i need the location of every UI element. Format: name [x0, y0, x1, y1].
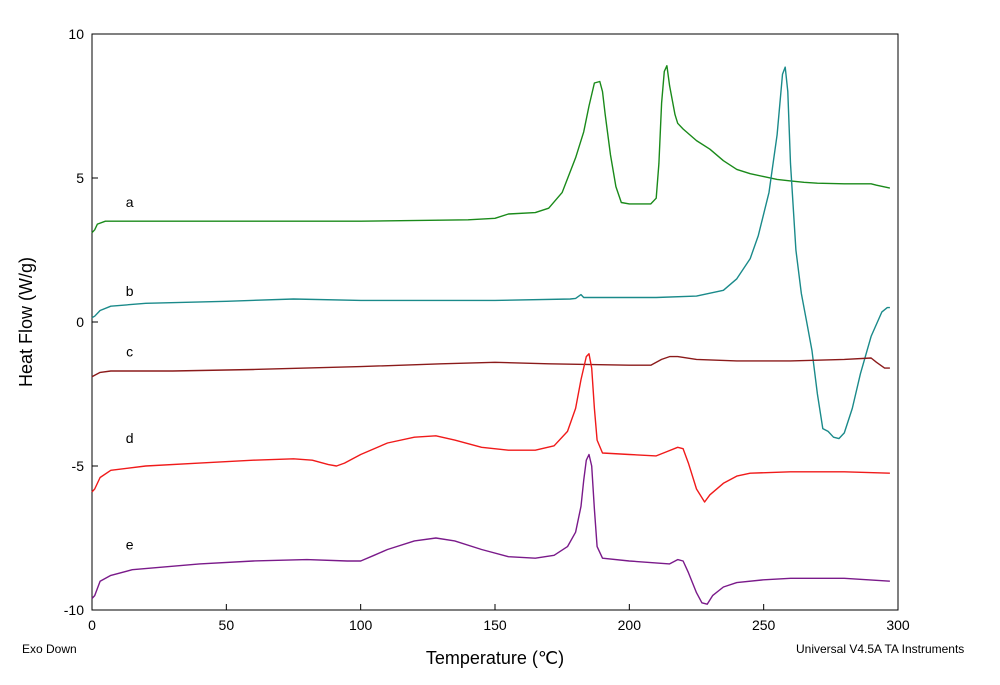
- plot-frame: [91, 33, 899, 611]
- series-label-a: a: [126, 194, 134, 210]
- x-tick-label: 100: [349, 617, 373, 633]
- x-tick-label: 300: [886, 617, 910, 633]
- x-tick-label: 150: [483, 617, 507, 633]
- y-tick-label: -10: [64, 602, 84, 618]
- series-label-d: d: [126, 430, 134, 446]
- y-tick-label: 0: [76, 314, 84, 330]
- series-labels: a b c d e: [126, 194, 134, 553]
- series-line-b: [91, 66, 890, 440]
- series-line-e: [91, 453, 890, 605]
- exo-direction-note: Exo Down: [22, 642, 77, 656]
- x-axis-title: Temperature (℃): [426, 648, 564, 668]
- series-line-d: [91, 353, 890, 503]
- x-tick-label: 250: [752, 617, 776, 633]
- y-axis-title: Heat Flow (W/g): [16, 257, 36, 387]
- series-label-b: b: [126, 283, 134, 299]
- series-line-c: [91, 355, 890, 378]
- x-axis-ticks: 0 50 100 150 200 250 300: [88, 604, 910, 633]
- x-tick-label: 200: [618, 617, 642, 633]
- series-line-a: [91, 65, 891, 234]
- instrument-software-note: Universal V4.5A TA Instruments: [796, 642, 965, 656]
- x-tick-label: 0: [88, 617, 96, 633]
- series-label-e: e: [126, 537, 134, 553]
- y-axis-ticks: -10 -5 0 5 10: [64, 26, 98, 618]
- y-tick-label: 10: [68, 26, 84, 42]
- series-lines: [91, 65, 891, 605]
- x-tick-label: 50: [219, 617, 235, 633]
- y-tick-label: 5: [76, 170, 84, 186]
- y-tick-label: -5: [72, 458, 85, 474]
- series-label-c: c: [126, 344, 133, 360]
